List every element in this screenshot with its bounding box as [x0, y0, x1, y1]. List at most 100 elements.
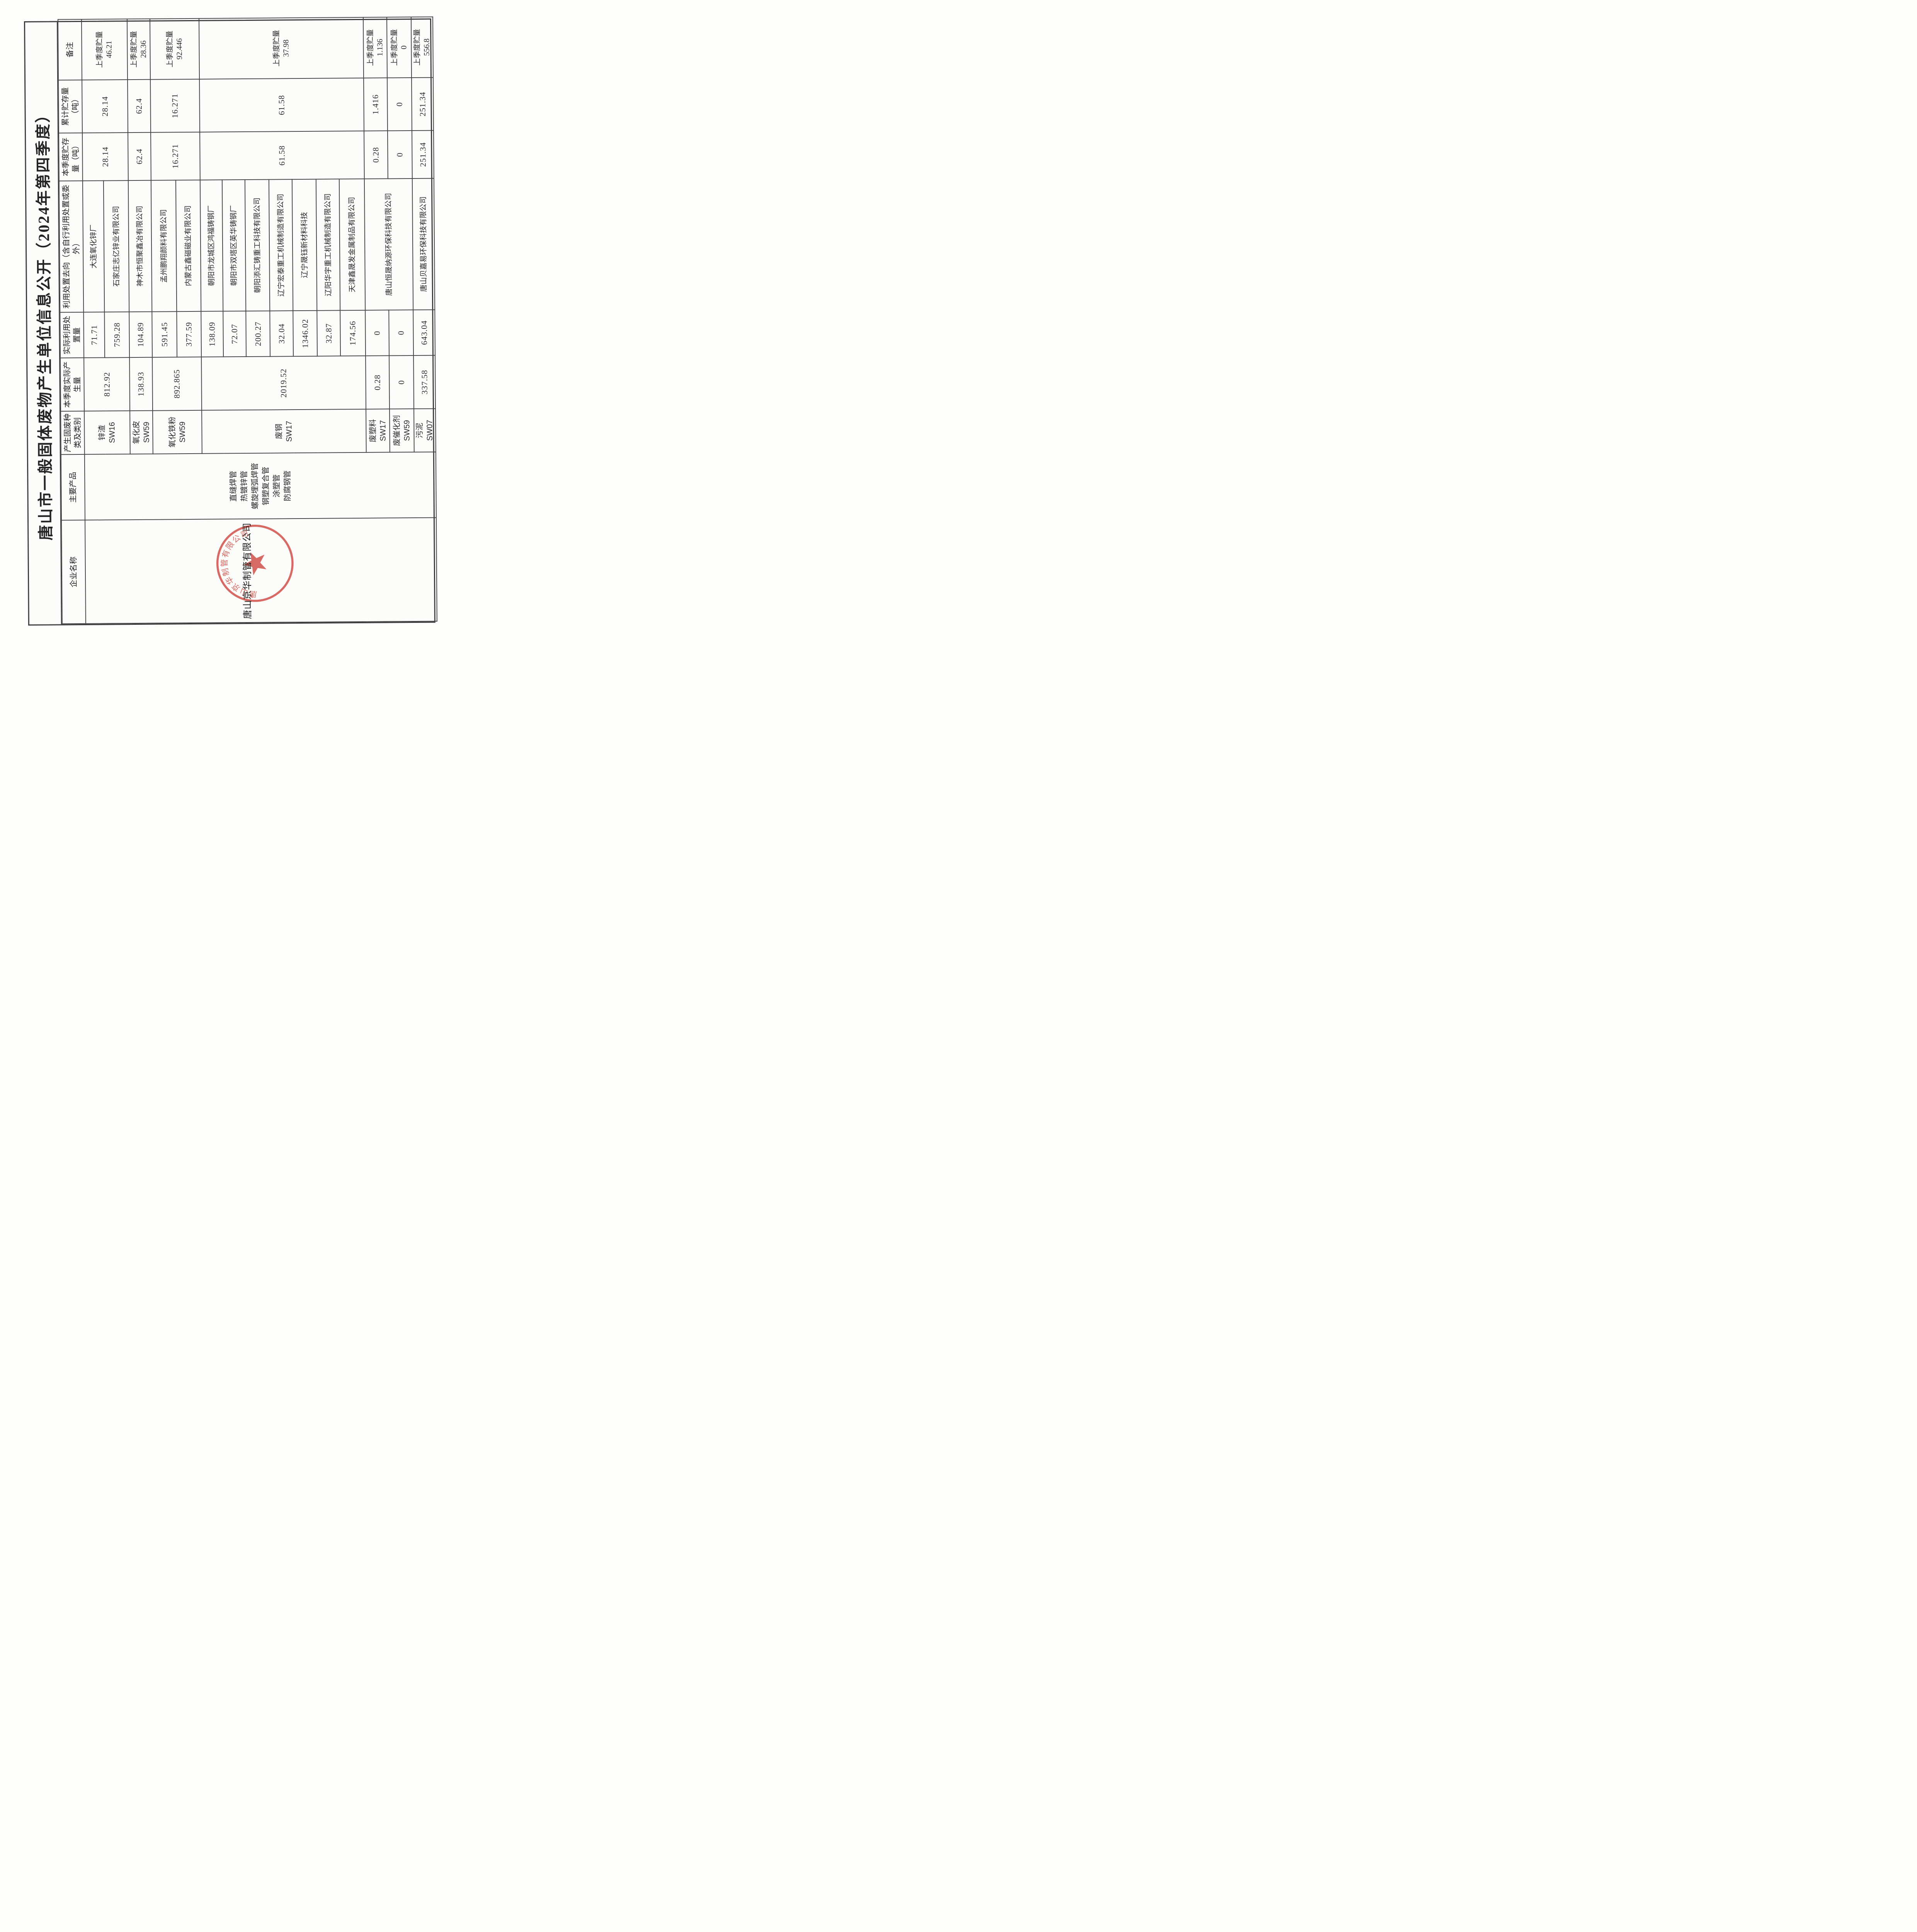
header-quarter-storage: 本季度贮存量（吨） [59, 133, 83, 181]
note-label: 上季度贮量 [165, 31, 174, 68]
company-name-cell: 唐山京华制管有限公司 唐山京华制管有限公司 [85, 517, 437, 624]
note-label: 上季度贮量 [272, 30, 281, 67]
note-value: 37.98 [281, 39, 291, 57]
scanned-page: { "document": { "title": "唐山市一般固体废物产生单位信… [0, 0, 460, 651]
rotated-scan-sheet: 唐山市一般固体废物产生单位信息公开（2024年第四季度） 企业名称 主要产品 产… [24, 17, 437, 626]
header-disposal-destination: 利用处置去向（含自行利用处置或委外） [59, 180, 84, 313]
company-stamp: 唐山京华制管有限公司 [216, 524, 294, 603]
cell-cumulative-storage: 1.416 [364, 78, 388, 131]
cell-disposal-destination: 朝阳市双塔区英华铸钢厂 [222, 180, 246, 311]
waste-code: SW17 [284, 420, 294, 442]
note-label: 上季度贮量 [129, 31, 138, 68]
cell-disposal-amount: 174.56 [340, 310, 366, 356]
company-name-text: 唐山京华制管有限公司 [242, 522, 253, 619]
cell-produced-amount: 337.58 [413, 355, 436, 409]
cell-waste-type: 锌渣 SW16 [84, 411, 130, 454]
product-line: 热镀锌管 [240, 470, 249, 502]
header-produced-amount: 本季度实际产生量 [60, 357, 85, 412]
cell-disposal-amount: 32.87 [317, 310, 341, 356]
cell-note: 上季度贮量 1.136 [363, 17, 388, 78]
cell-quarter-storage: 251.34 [412, 130, 434, 179]
product-line: 钢塑复合管 [261, 466, 270, 505]
cell-produced-amount: 138.93 [129, 357, 153, 411]
cell-cumulative-storage: 251.34 [412, 77, 434, 131]
cell-quarter-storage: 62.4 [128, 132, 151, 181]
note-value: 0 [399, 45, 408, 49]
cell-quarter-storage: 0.28 [364, 131, 388, 179]
waste-code: SW59 [402, 420, 412, 441]
cell-waste-type: 废催化剂 SW59 [390, 408, 414, 452]
waste-name: 氧化铁粉 [168, 417, 177, 448]
stamp-star-icon [243, 552, 267, 575]
cell-produced-amount: 2019.52 [201, 355, 366, 410]
cell-disposal-destination: 孟州鹏翔颜料有限公司 [151, 180, 177, 312]
cell-disposal-destination: 石家庄志亿锌业有限公司 [103, 180, 129, 312]
cell-disposal-amount: 72.07 [223, 311, 247, 357]
cell-disposal-destination: 朝阳市龙城区鸿福铸钢厂 [200, 180, 223, 311]
cell-note: 上季度贮量 37.98 [199, 17, 364, 79]
cell-produced-amount: 0.28 [366, 355, 390, 409]
cell-note: 上季度贮量 92.446 [150, 18, 200, 80]
waste-disclosure-table: 企业名称 主要产品 产生固废种类及类别 本季度实际产生量 实际利用处置量 利用处… [58, 17, 437, 624]
product-line: 防腐钢管 [283, 470, 292, 502]
cell-disposal-amount: 71.71 [83, 312, 105, 358]
note-value: 556.8 [422, 38, 431, 56]
cell-note: 上季度贮量 556.8 [411, 17, 434, 78]
product-line: 直缝焊管 [229, 471, 238, 502]
waste-name: 废钢 [274, 423, 284, 439]
main-products-cell: 直缝焊管 热镀锌管 螺旋埋弧焊管 钢塑复合管 涂塑管 防腐钢管 [84, 452, 436, 520]
cell-quarter-storage: 0 [388, 130, 412, 179]
cell-disposal-destination: 朝阳添汇铸重工科技有限公司 [245, 179, 270, 311]
cell-disposal-amount: 591.45 [152, 311, 177, 357]
header-disposed-amount: 实际利用处置量 [60, 312, 84, 358]
cell-waste-type: 氧化铁粉 SW59 [153, 410, 202, 454]
cell-waste-type: 污泥 SW07 [414, 408, 436, 452]
note-label: 上季度贮量 [95, 31, 104, 68]
waste-code: SW59 [178, 421, 187, 443]
cell-note: 上季度贮量 28.36 [127, 19, 151, 80]
cell-disposal-destination: 唐山贝嘉易环保科技有限公司 [412, 178, 435, 310]
cell-disposal-amount: 200.27 [246, 311, 270, 357]
product-list: 直缝焊管 热镀锌管 螺旋埋弧焊管 钢塑复合管 涂塑管 防腐钢管 [85, 452, 436, 520]
note-value: 1.136 [375, 39, 384, 56]
cell-cumulative-storage: 28.14 [82, 80, 128, 133]
table-row: 唐山京华制管有限公司 唐山京华制管有限公司 直缝焊管 热镀锌管 螺旋埋弧焊管 钢… [81, 19, 437, 624]
cell-note: 上季度贮量 0 [386, 17, 412, 78]
cell-disposal-destination: 天津鑫晟发金属制品有限公司 [339, 179, 366, 311]
waste-code: SW59 [142, 422, 151, 443]
header-company-name: 企业名称 [61, 520, 86, 624]
product-line: 螺旋埋弧焊管 [250, 463, 260, 509]
cell-disposal-amount: 0 [365, 310, 390, 356]
cell-disposal-amount: 138.09 [201, 311, 224, 357]
cell-disposal-destination: 大连氧化锌厂 [82, 180, 105, 312]
note-value: 46.21 [105, 41, 114, 58]
cell-cumulative-storage: 62.4 [128, 79, 151, 133]
waste-name: 污泥 [415, 422, 424, 438]
cell-disposal-destination: 辽宁宏泰重工机械制造有限公司 [269, 179, 293, 311]
note-label: 上季度贮量 [366, 29, 375, 66]
waste-code: SW17 [378, 420, 388, 441]
cell-disposal-amount: 32.04 [270, 311, 294, 357]
stamp-circle [216, 524, 294, 602]
cell-quarter-storage: 28.14 [82, 133, 128, 181]
cell-disposal-destination: 唐山恒晟纳源环保科技有限公司 [364, 178, 413, 310]
cell-cumulative-storage: 61.58 [199, 78, 364, 132]
cell-quarter-storage: 61.58 [200, 131, 364, 180]
cell-disposal-amount: 1346.02 [293, 310, 318, 357]
cell-cumulative-storage: 0 [387, 78, 412, 131]
cell-disposal-amount: 377.59 [177, 311, 202, 357]
cell-disposal-destination: 内蒙古鑫磁磁业有限公司 [175, 180, 201, 312]
note-value: 92.446 [175, 38, 184, 60]
cell-cumulative-storage: 16.271 [150, 79, 200, 133]
cell-produced-amount: 892.865 [152, 357, 202, 411]
note-label: 上季度贮量 [390, 29, 399, 66]
note-value: 28.36 [139, 40, 148, 58]
cell-produced-amount: 0 [389, 355, 414, 409]
waste-code: SW16 [108, 422, 117, 443]
header-row: 企业名称 主要产品 产生固废种类及类别 本季度实际产生量 实际利用处置量 利用处… [58, 19, 86, 624]
header-waste-type: 产生固废种类及类别 [61, 411, 85, 455]
cell-disposal-amount: 643.04 [413, 310, 435, 355]
waste-name: 废塑料 [368, 419, 378, 442]
waste-name: 锌渣 [98, 425, 107, 440]
cell-disposal-destination: 辽宁晟钰新材料科技 [292, 179, 317, 311]
